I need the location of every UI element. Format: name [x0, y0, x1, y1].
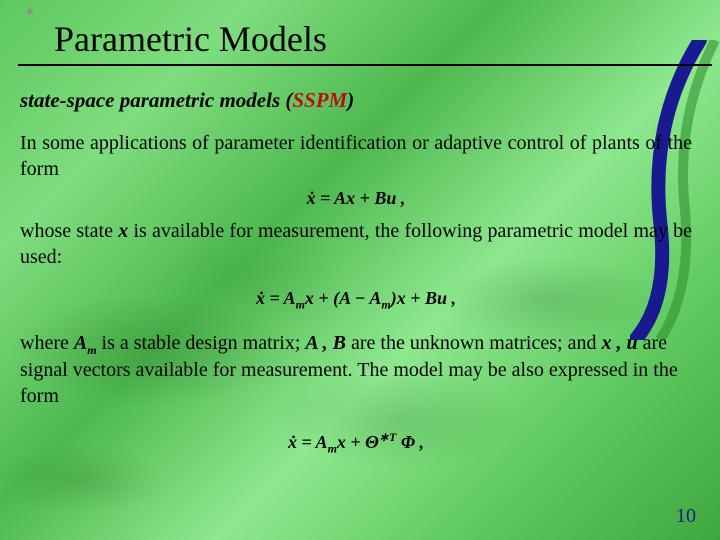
content-area: state-space parametric models (SSPM) In …: [0, 66, 720, 456]
eq3-pre: ẋ = A: [288, 432, 328, 452]
eq3-mid: x + Θ: [337, 432, 379, 452]
para3-xu: x , u: [601, 332, 637, 354]
subheading: state-space parametric models (SSPM): [20, 88, 692, 113]
eq3-post: Φ ,: [396, 432, 424, 452]
title-bullet: ◈: [26, 6, 32, 12]
eq2-mid2: )x + Bu ,: [391, 288, 456, 308]
paragraph-3: where Am is a stable design matrix; A , …: [20, 331, 692, 410]
subheading-prefix: state-space parametric models (: [20, 88, 292, 112]
eq2-m2: m: [381, 298, 390, 312]
eq2-m1: m: [296, 298, 305, 312]
equation-3: ẋ = Amx + Θ∗T Φ ,: [20, 430, 692, 457]
para3-Am-A: A: [74, 332, 87, 354]
eq3-m: m: [328, 441, 337, 455]
equation-1: ẋ = Ax + Bu ,: [20, 188, 692, 209]
para2-x: x: [118, 220, 128, 242]
subheading-acronym: SSPM: [292, 88, 347, 112]
para3-AB: A , B: [305, 332, 346, 354]
eq2-pre: ẋ = A: [256, 288, 296, 308]
para3-b: is a stable design matrix;: [97, 332, 306, 354]
paragraph-1: In some applications of parameter identi…: [20, 131, 692, 182]
para3-c: are the unknown matrices; and: [346, 332, 601, 354]
para3-Am-m: m: [87, 343, 96, 357]
para2-a: whose state: [20, 220, 118, 242]
page-title: Parametric Models: [54, 18, 712, 60]
para3-a: where: [20, 332, 74, 354]
eq3-sup: ∗T: [379, 430, 396, 444]
page-number: 10: [676, 505, 696, 528]
paragraph-2: whose state x is available for measureme…: [20, 219, 692, 270]
equation-2: ẋ = Amx + (A − Am)x + Bu ,: [20, 288, 692, 313]
eq2-mid1: x + (A − A: [305, 288, 382, 308]
subheading-suffix: ): [347, 88, 354, 112]
title-bar: ◈ Parametric Models: [18, 0, 712, 66]
equation-1-text: ẋ = Ax + Bu ,: [307, 188, 406, 208]
